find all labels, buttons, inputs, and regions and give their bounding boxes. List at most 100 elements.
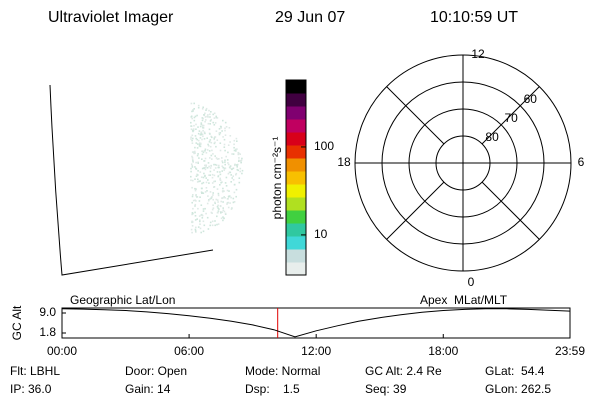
pixel <box>214 141 216 144</box>
pixel <box>231 153 233 155</box>
pixel <box>197 132 200 135</box>
pixel <box>191 201 193 204</box>
right-label: Apex MLat/MLT <box>420 293 508 307</box>
pixel <box>194 115 197 118</box>
pixel <box>194 215 197 217</box>
pixel <box>197 226 200 228</box>
pixel <box>216 139 219 141</box>
pixel <box>213 117 216 119</box>
pixel <box>238 181 241 184</box>
lat-label: 70 <box>505 111 519 125</box>
pixel <box>232 179 235 181</box>
pixel <box>218 133 221 136</box>
pixel <box>204 166 207 169</box>
status-field: GLat: 54.4 <box>485 364 545 378</box>
pixel <box>220 217 223 220</box>
pixel <box>215 130 218 132</box>
pixel <box>221 157 223 159</box>
pixel <box>209 221 212 224</box>
pixel <box>205 164 207 166</box>
pixel <box>237 169 239 172</box>
pixel <box>209 170 212 173</box>
pixel <box>213 142 216 145</box>
pixel <box>210 196 213 199</box>
pixel <box>240 159 243 162</box>
pixel <box>218 166 220 169</box>
pixel <box>203 160 206 162</box>
status-field: Seq: 39 <box>365 382 407 396</box>
mlt-line <box>386 181 445 240</box>
pixel <box>206 149 209 151</box>
colorbar-swatch <box>286 171 306 185</box>
pixel <box>203 131 206 133</box>
colorbar-swatch <box>286 119 306 133</box>
pixel <box>209 167 212 169</box>
pixel <box>207 162 210 164</box>
pixel <box>195 142 198 144</box>
pixel <box>202 176 205 179</box>
pixel <box>204 150 206 152</box>
pixel <box>217 210 220 212</box>
pixel <box>201 138 203 141</box>
pixel <box>209 123 211 125</box>
pixel <box>231 177 233 179</box>
pixel <box>219 125 222 128</box>
pixel <box>212 194 214 196</box>
earth-limb <box>49 84 214 276</box>
pixel <box>190 125 192 127</box>
pixel <box>199 171 202 173</box>
pixel <box>224 167 227 170</box>
pixel <box>192 194 194 196</box>
mlt-line <box>481 86 540 145</box>
pixel <box>227 198 229 200</box>
pixel <box>233 146 235 149</box>
pixel <box>216 158 219 160</box>
pixel <box>200 214 203 216</box>
pixel <box>192 179 194 182</box>
pixel <box>206 115 208 118</box>
pixel <box>216 199 219 201</box>
pixel <box>202 151 205 154</box>
pixel <box>211 158 213 160</box>
pixel <box>214 224 216 227</box>
pixel <box>199 227 202 230</box>
pixel <box>197 126 199 128</box>
pixel <box>213 180 215 183</box>
pixel <box>190 228 193 231</box>
pixel <box>192 129 195 132</box>
pixel <box>194 152 196 154</box>
y-tick-label: 1.8 <box>39 325 56 339</box>
pixel <box>202 220 205 223</box>
pixel <box>213 138 215 141</box>
colorbar-swatch <box>286 210 306 224</box>
pixel <box>224 149 226 152</box>
y-tick-label: 9.0 <box>39 305 56 319</box>
pixel <box>197 139 200 142</box>
pixel <box>195 167 197 170</box>
aurora-image <box>190 102 244 234</box>
pixel <box>208 140 211 143</box>
pixel <box>226 189 229 192</box>
pixel <box>193 152 195 155</box>
pixel <box>218 132 221 134</box>
pixel <box>204 164 206 167</box>
pixel <box>191 164 193 167</box>
pixel <box>207 145 210 147</box>
pixel <box>210 118 212 121</box>
x-tick-label: 18:00 <box>428 344 458 358</box>
pixel <box>194 228 197 231</box>
pixel <box>191 110 193 113</box>
pixel <box>222 187 224 190</box>
pixel <box>193 124 195 127</box>
pixel <box>190 115 193 118</box>
pixel <box>223 196 225 198</box>
mlt-label: 12 <box>471 47 485 61</box>
pixel <box>199 219 201 221</box>
pixel <box>199 145 202 148</box>
pixel <box>200 142 202 145</box>
pixel <box>208 150 211 152</box>
pixel <box>218 128 221 130</box>
pixel <box>195 231 197 233</box>
pixel <box>217 192 220 195</box>
